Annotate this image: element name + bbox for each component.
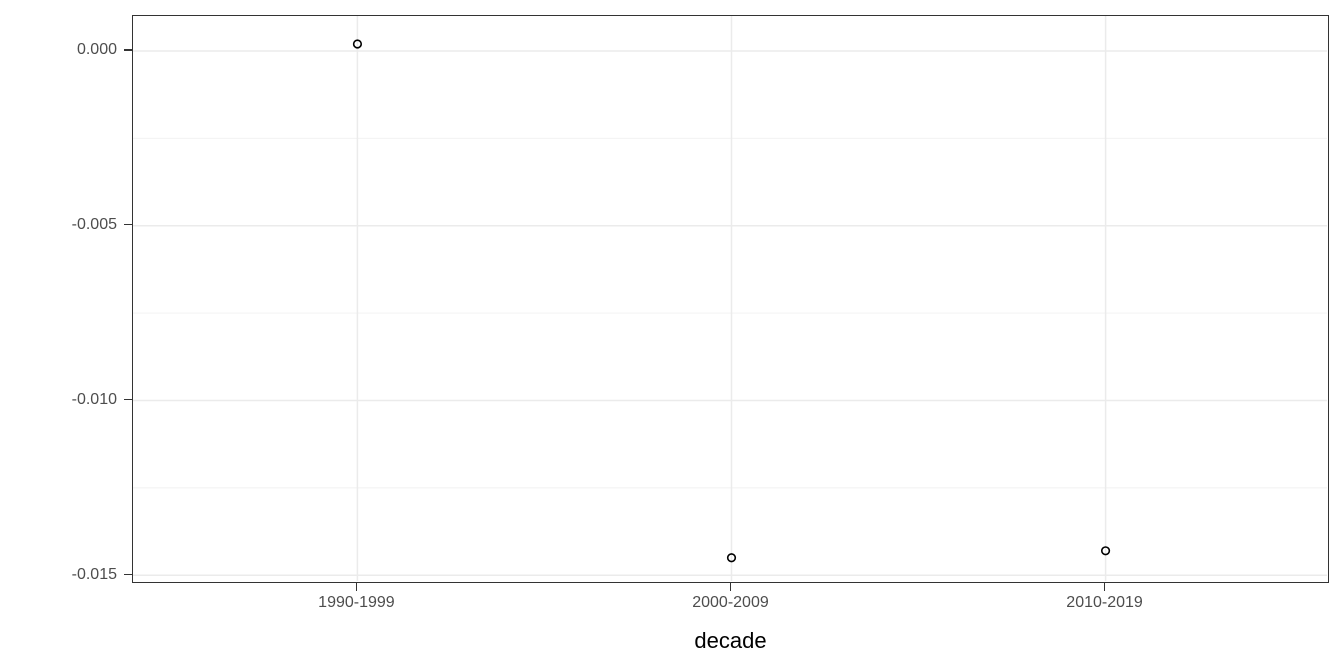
- x-tick-label: 2010-2019: [1066, 594, 1143, 611]
- x-tick-label: 2000-2009: [692, 594, 769, 611]
- y-tick-mark: [124, 398, 132, 401]
- x-tick-mark: [1103, 583, 1106, 591]
- x-axis-title: decade: [694, 628, 767, 653]
- y-tick-label: 0.000: [76, 41, 117, 59]
- x-tick-mark: [729, 583, 732, 591]
- x-tick-mark: [355, 583, 358, 591]
- y-tick-mark: [124, 223, 132, 226]
- data-point: [352, 39, 363, 49]
- data-point: [726, 553, 737, 563]
- plot-canvas: [133, 16, 1327, 581]
- y-tick-label: -0.005: [71, 216, 117, 234]
- y-tick-mark: [124, 573, 132, 575]
- y-tick-label: -0.010: [71, 390, 117, 408]
- x-tick-label: 1990-1999: [318, 594, 395, 611]
- plot-panel: [132, 15, 1329, 583]
- data-point: [1100, 546, 1111, 556]
- y-tick-mark: [124, 49, 132, 51]
- y-tick-label: -0.015: [71, 565, 117, 583]
